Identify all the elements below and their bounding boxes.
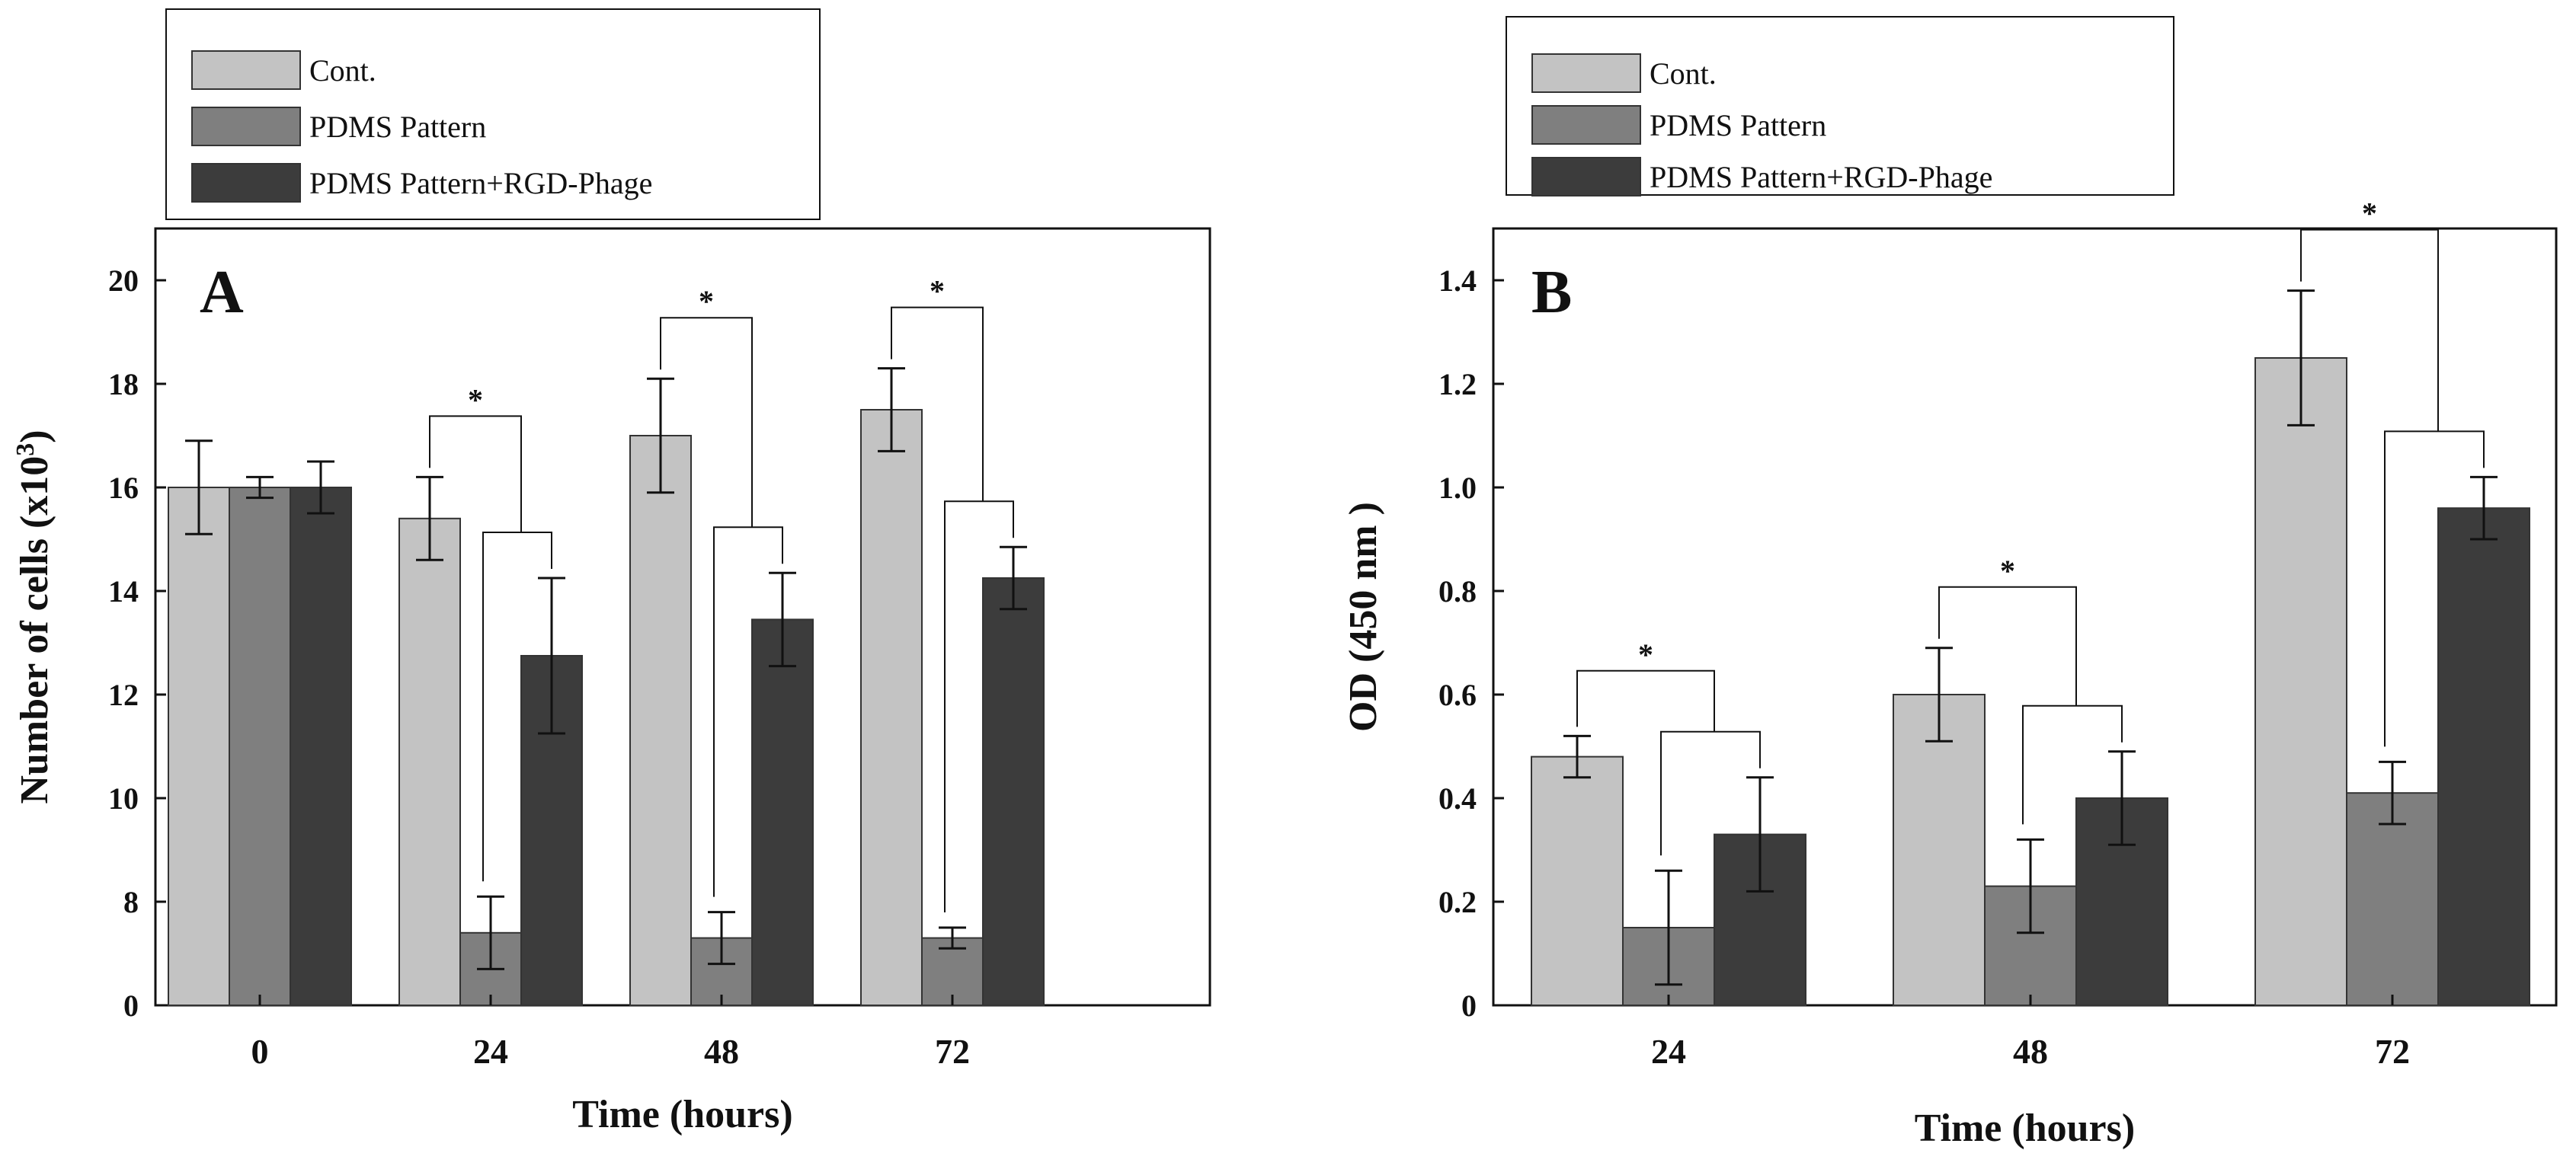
- panel-a-bar: [982, 577, 1045, 1006]
- panel-b-x-tick-label: 72: [2375, 1032, 2410, 1071]
- panel-b-bar: [1531, 755, 1624, 1006]
- panel-a-bracket-outer: [891, 306, 984, 502]
- panel-a-x-tick-label: 48: [704, 1032, 739, 1071]
- panel-b-significance-star: *: [2000, 554, 2015, 588]
- panel-b-y-axis-title-main: OD (450 nm ): [1342, 502, 1385, 732]
- panel-a-chart: 0 8 10 12 14 16 18 20 0 24 48 72 * * * A Number of cells…: [11, 8, 1211, 1136]
- panel-b-chart: 0 0.2 0.4 0.6 0.8 1.0 1.2 1.4 24 48 72 * * * B OD (450 …: [1342, 16, 2558, 1150]
- panel-b-y-tick-label: 1.4: [1438, 264, 1477, 298]
- panel-b-bar: [2437, 507, 2530, 1006]
- panel-b-y-axis-title: OD (450 nm ): [1342, 502, 1385, 732]
- panel-a-y-tick-label: 16: [108, 471, 139, 505]
- panel-b-bar: [1893, 694, 1986, 1006]
- panel-a-bracket-outer: [660, 317, 753, 528]
- panel-b-x-tick-label: 48: [2013, 1032, 2048, 1071]
- panel-a-y-tick-label: 18: [108, 367, 139, 401]
- panel-a-y-tick-label: 14: [108, 574, 139, 609]
- panel-a-bar: [751, 618, 814, 1007]
- panel-a-x-axis-title: Time (hours): [572, 1093, 792, 1136]
- panel-a-bracket-outer: [429, 415, 522, 532]
- panel-a-bar: [229, 487, 291, 1006]
- panel-a-legend-label: PDMS Pattern: [309, 110, 486, 144]
- panel-a-x-tick-label: 0: [251, 1032, 269, 1071]
- panel-b-y-tick-label: 1.0: [1438, 471, 1477, 505]
- panel-b-legend-label: Cont.: [1650, 56, 1717, 91]
- panel-a-x-tick-label: 72: [935, 1032, 970, 1071]
- panel-a-x-tick-label: 24: [473, 1032, 508, 1071]
- panel-b-legend-label: PDMS Pattern+RGD-Phage: [1650, 160, 1992, 194]
- panel-b-bracket-inner: [1660, 730, 1761, 856]
- panel-b-y-tick-label: 1.2: [1438, 367, 1477, 401]
- panel-a-y-axis-title-sup: 3: [11, 443, 40, 456]
- panel-a-y-tick-label: 8: [123, 885, 139, 919]
- panel-a-y-tick-label: 20: [108, 264, 139, 298]
- panel-a-y-tick-label: 10: [108, 781, 139, 816]
- panel-b-bracket-inner: [2384, 430, 2485, 747]
- panel-a-y-tick-label: 0: [123, 989, 139, 1023]
- panel-b-bar: [2254, 357, 2347, 1006]
- panel-b-y-tick-label: 0.4: [1438, 781, 1477, 816]
- panel-b-legend-swatch: [1531, 105, 1641, 145]
- panel-a-y-axis-title-main: Number of cells (x10: [13, 456, 56, 804]
- panel-a-y-axis-title: Number of cells (x103): [11, 430, 56, 803]
- panel-b-y-tick-label: 0.6: [1438, 678, 1477, 712]
- panel-b-y-tick-label: 0.2: [1438, 885, 1477, 919]
- panel-b-bracket-outer: [1576, 669, 1715, 732]
- panel-a-significance-star: *: [930, 274, 945, 308]
- panel-a-legend-swatch: [191, 163, 301, 203]
- panel-a-panel-label: A: [200, 259, 244, 326]
- panel-a-bracket-inner: [944, 500, 1014, 912]
- panel-a-y-axis-title-end: ): [13, 430, 56, 442]
- panel-b-x-tick-label: 24: [1651, 1032, 1686, 1071]
- panel-a-bar: [398, 517, 461, 1006]
- panel-a-legend-label: PDMS Pattern+RGD-Phage: [309, 166, 652, 200]
- panel-b-panel-label: B: [1531, 259, 1572, 326]
- panel-b-x-axis-title: Time (hours): [1915, 1107, 2135, 1150]
- panel-b-legend-swatch: [1531, 157, 1641, 196]
- panel-a-bracket-inner: [482, 532, 552, 882]
- panel-b-bracket-inner: [2022, 704, 2123, 825]
- panel-b-y-tick-label: 0.8: [1438, 574, 1477, 609]
- panel-b-bracket-outer: [1938, 586, 2077, 706]
- panel-a-significance-star: *: [699, 284, 714, 318]
- panel-a-bar: [860, 409, 923, 1006]
- panel-a-significance-star: *: [468, 382, 483, 417]
- panel-a-bar: [168, 487, 230, 1006]
- panel-a-legend-swatch: [191, 50, 301, 90]
- panel-a-bar: [629, 435, 692, 1006]
- panel-a-y-tick-label: 12: [108, 678, 139, 712]
- panel-b-significance-star: *: [2362, 196, 2377, 231]
- panel-a-legend-swatch: [191, 107, 301, 146]
- panel-b-significance-star: *: [1638, 637, 1653, 672]
- panel-a-bar: [290, 487, 352, 1006]
- panel-b-y-tick-label: 0: [1461, 989, 1477, 1023]
- panel-b-legend-swatch: [1531, 53, 1641, 93]
- panel-b-bracket-outer: [2300, 228, 2439, 432]
- panel-a-bracket-inner: [713, 526, 783, 897]
- panel-b-legend-label: PDMS Pattern: [1650, 108, 1826, 142]
- panel-a-legend-label: Cont.: [309, 53, 376, 88]
